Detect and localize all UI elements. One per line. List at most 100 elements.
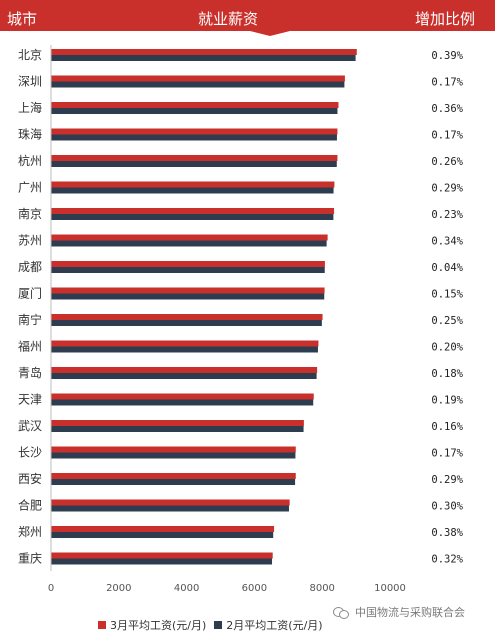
city-label: 武汉 xyxy=(18,419,42,433)
city-label: 上海 xyxy=(18,100,42,115)
header-salary: 就业薪资 xyxy=(198,10,259,28)
growth-value: 0.17% xyxy=(431,448,463,460)
growth-value: 0.17% xyxy=(431,77,463,89)
bar-february xyxy=(51,214,334,220)
bar-february xyxy=(51,479,296,485)
bar-march xyxy=(51,102,339,108)
bar-february xyxy=(51,505,289,512)
city-label: 天津 xyxy=(18,393,42,407)
city-label: 杭州 xyxy=(18,153,42,168)
growth-value: 0.29% xyxy=(431,183,463,195)
header-banner xyxy=(0,0,495,36)
watermark: 中国物流与采购联合会 xyxy=(333,604,465,620)
bar-march xyxy=(51,446,296,453)
growth-value: 0.26% xyxy=(431,156,463,168)
growth-value: 0.15% xyxy=(431,289,463,301)
growth-value: 0.34% xyxy=(431,236,463,248)
bar-february xyxy=(51,452,296,459)
bar-february xyxy=(51,399,314,406)
bar-march xyxy=(51,526,275,532)
city-label: 合肥 xyxy=(18,498,42,513)
growth-value: 0.36% xyxy=(431,103,463,115)
legend-swatch-february xyxy=(214,621,223,629)
growth-value: 0.23% xyxy=(431,209,463,221)
bar-february xyxy=(51,240,327,247)
city-label: 成都 xyxy=(18,260,42,274)
growth-value: 0.30% xyxy=(431,501,463,513)
city-label: 西安 xyxy=(18,471,42,486)
x-tick-label: 8000 xyxy=(309,583,334,594)
bar-march xyxy=(51,128,338,135)
growth-value: 0.16% xyxy=(431,421,463,433)
legend-swatch-march xyxy=(98,621,106,629)
bar-february xyxy=(51,532,274,538)
bar-february xyxy=(51,108,338,114)
legend-item-february: 2月平均工资(元/月) xyxy=(214,617,323,633)
bar-february xyxy=(51,187,334,194)
bar-february xyxy=(51,320,322,326)
growth-value: 0.19% xyxy=(431,395,463,407)
bar-march xyxy=(51,340,319,347)
city-label: 南宁 xyxy=(18,312,42,327)
legend-label-february: 2月平均工资(元/月) xyxy=(226,619,323,632)
legend-label-march: 3月平均工资(元/月) xyxy=(110,619,207,632)
x-tick-label: 6000 xyxy=(242,583,267,594)
bar-march xyxy=(51,155,338,161)
city-label: 珠海 xyxy=(18,127,42,142)
x-tick-label: 0 xyxy=(48,583,54,594)
city-label: 南京 xyxy=(18,206,42,221)
legend-item-march: 3月平均工资(元/月) xyxy=(98,617,206,633)
bar-february xyxy=(51,161,337,167)
bar-february xyxy=(51,373,317,379)
x-tick-label: 2000 xyxy=(106,583,131,594)
bar-february xyxy=(51,293,325,300)
city-label: 重庆 xyxy=(18,552,42,566)
bar-march xyxy=(51,552,273,559)
city-label: 北京 xyxy=(18,48,42,62)
bar-march xyxy=(51,261,325,267)
header-growth: 增加比例 xyxy=(415,10,476,28)
bar-march xyxy=(51,287,325,294)
growth-value: 0.38% xyxy=(431,527,463,539)
growth-value: 0.18% xyxy=(431,368,463,380)
city-label: 福州 xyxy=(18,339,42,354)
bar-march xyxy=(51,499,290,506)
bar-february xyxy=(51,346,318,353)
city-label: 长沙 xyxy=(18,446,42,460)
bar-march xyxy=(51,181,335,188)
bar-march xyxy=(51,367,318,373)
growth-value: 0.39% xyxy=(431,50,463,62)
bar-february xyxy=(51,55,356,61)
growth-value: 0.25% xyxy=(431,315,463,327)
city-label: 厦门 xyxy=(18,286,42,301)
growth-value: 0.17% xyxy=(431,130,463,142)
bar-february xyxy=(51,267,325,273)
bar-march xyxy=(51,49,357,55)
city-label: 郑州 xyxy=(18,524,42,539)
city-label: 深圳 xyxy=(18,75,42,89)
bar-march xyxy=(51,75,345,82)
wechat-icon xyxy=(333,606,349,619)
bar-march xyxy=(51,420,304,426)
watermark-text: 中国物流与采购联合会 xyxy=(355,606,465,619)
header-city: 城市 xyxy=(7,10,38,28)
growth-value: 0.32% xyxy=(431,554,463,566)
city-label: 青岛 xyxy=(18,365,42,380)
growth-value: 0.29% xyxy=(431,474,463,486)
bar-february xyxy=(51,426,304,432)
chart-legend: 3月平均工资(元/月) 2月平均工资(元/月) xyxy=(98,617,331,633)
table-header: 城市 就业薪资 增加比例 xyxy=(0,0,495,36)
bar-march xyxy=(51,314,323,320)
growth-value: 0.04% xyxy=(431,262,463,274)
bar-february xyxy=(51,81,345,88)
city-label: 广州 xyxy=(18,181,42,195)
bar-march xyxy=(51,393,314,400)
city-label: 苏州 xyxy=(18,234,42,248)
bar-chart: 北京 0.39% 深圳 0.17% 上海 0.36% 珠海 0.17% 杭州 0.26% 广州 0.2… xyxy=(18,45,464,594)
x-tick-label: 10000 xyxy=(374,583,406,594)
growth-value: 0.20% xyxy=(431,342,463,354)
bar-february xyxy=(51,558,273,565)
bar-march xyxy=(51,234,328,241)
x-tick-label: 4000 xyxy=(174,583,199,594)
bar-february xyxy=(51,134,337,141)
